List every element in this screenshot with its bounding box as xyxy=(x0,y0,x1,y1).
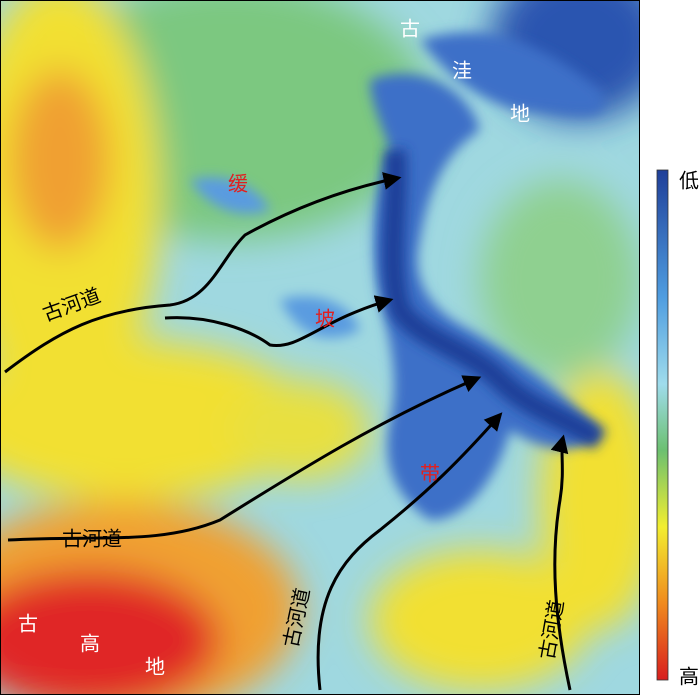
legend-colorbar xyxy=(656,169,669,681)
highland-char: 高 xyxy=(80,632,100,656)
channel-arrows xyxy=(4,172,572,691)
highland-char: 古 xyxy=(18,612,38,636)
slope-char: 坡 xyxy=(315,307,335,331)
legend-low: 低 xyxy=(679,169,699,193)
slope-char: 缓 xyxy=(228,172,248,196)
slope-char: 带 xyxy=(420,462,440,486)
highland-char: 地 xyxy=(145,655,165,679)
depression-char: 古 xyxy=(400,17,420,41)
depression-char: 洼 xyxy=(452,59,472,83)
depression-char: 地 xyxy=(510,102,530,126)
relief-map xyxy=(0,0,640,695)
legend-high: 高 xyxy=(679,665,699,689)
channel-label: 古河道 xyxy=(62,527,122,551)
